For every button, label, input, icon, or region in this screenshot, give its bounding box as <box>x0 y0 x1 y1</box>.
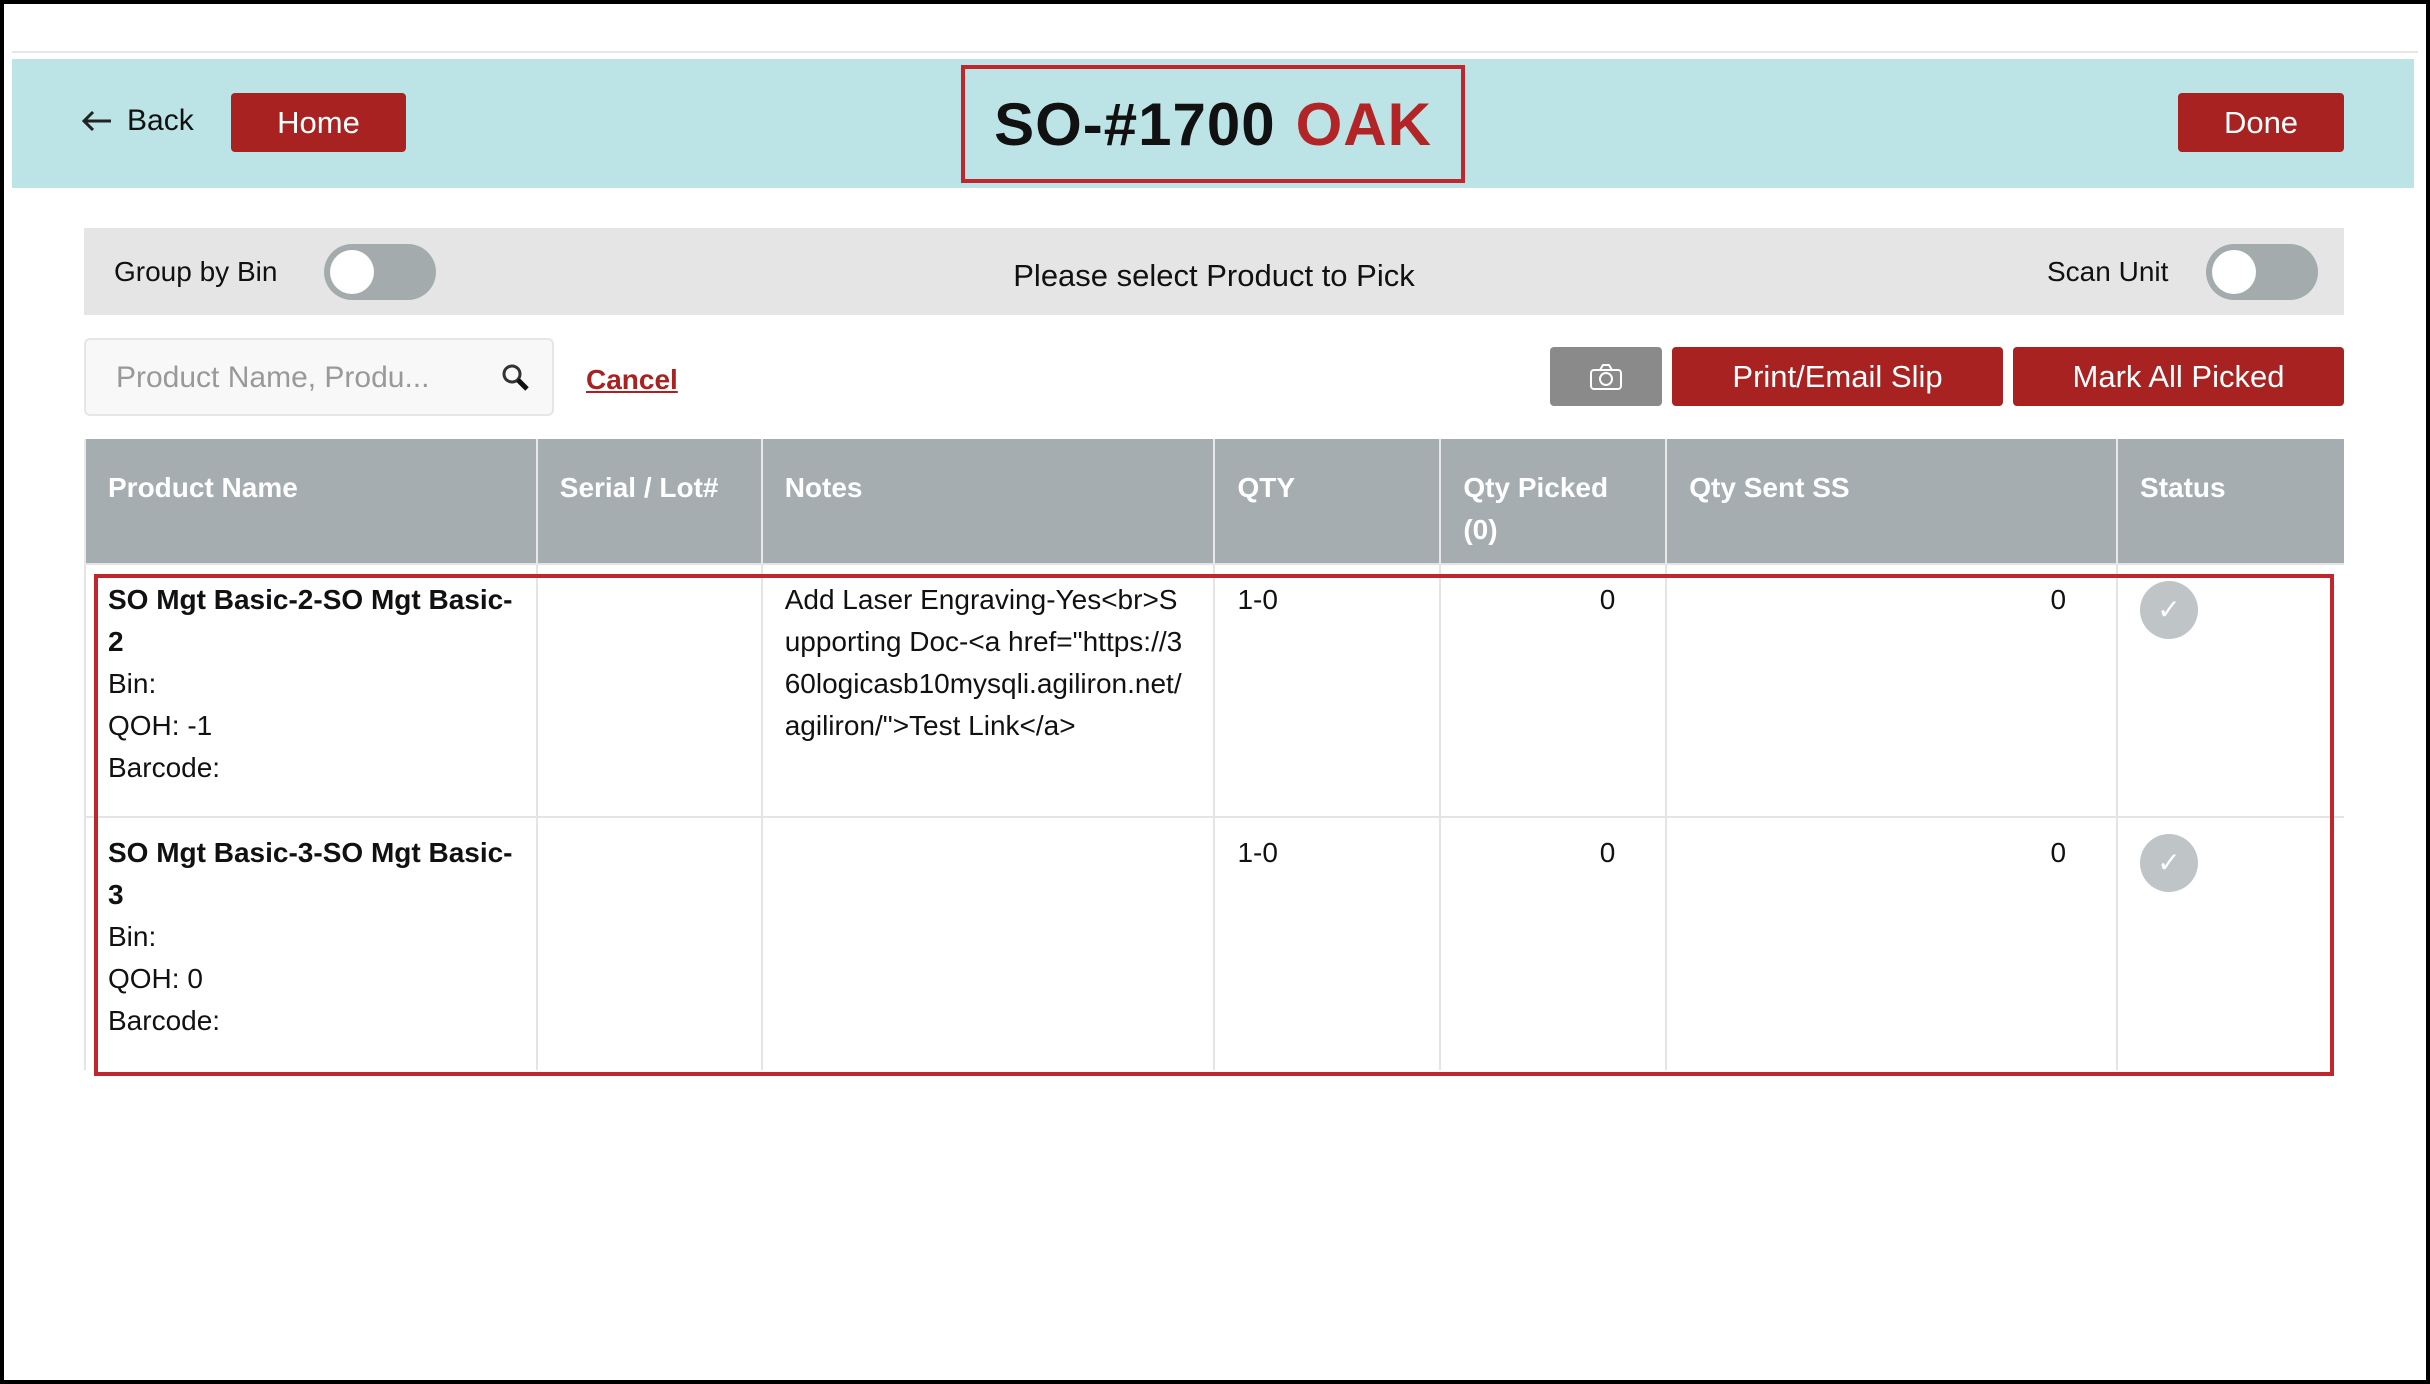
cancel-link[interactable]: Cancel <box>586 364 678 395</box>
col-qty-picked-label: Qty Picked <box>1463 472 1609 503</box>
options-bar: Group by Bin Please select Product to Pi… <box>84 228 2344 315</box>
col-product-name[interactable]: Product Name <box>84 439 537 564</box>
header-bar <box>12 59 2414 188</box>
qty-cell: 1-0 <box>1213 563 1441 817</box>
col-qty-picked-count: (0) <box>1463 514 1498 545</box>
notes-cell: Add Laser Engraving-Yes<br>Supporting Do… <box>760 563 1215 817</box>
col-notes[interactable]: Notes <box>760 439 1215 564</box>
toggle-knob <box>2212 250 2256 294</box>
location-code: OAK <box>1295 90 1432 158</box>
qty-cell: 1-0 <box>1213 816 1441 1070</box>
home-button[interactable]: Home <box>231 93 406 152</box>
serial-cell[interactable] <box>535 563 762 817</box>
status-cell: ✓ <box>2116 563 2344 817</box>
qoh: QOH: -1 <box>108 710 213 741</box>
bin: Bin: <box>108 921 157 952</box>
page: Back Home SO-#1700 OAK Done Group by Bin… <box>4 4 2426 1380</box>
instruction-text: Please select Product to Pick <box>1013 258 1415 293</box>
arrow-left-icon <box>81 110 111 132</box>
done-button[interactable]: Done <box>2178 93 2344 152</box>
search-icon <box>502 364 529 391</box>
divider <box>12 51 2418 53</box>
qty-picked-cell: 0 <box>1439 816 1667 1070</box>
product-cell: SO Mgt Basic-3-SO Mgt Basic-3 Bin: QOH: 0 B… <box>84 816 537 1070</box>
camera-button[interactable] <box>1550 347 1662 406</box>
qty-picked-cell: 0 <box>1439 563 1667 817</box>
col-qty-picked[interactable]: Qty Picked (0) <box>1439 439 1667 564</box>
bin: Bin: <box>108 668 157 699</box>
col-qty-sent-ss[interactable]: Qty Sent SS <box>1665 439 2118 564</box>
search-field[interactable] <box>84 338 554 416</box>
notes-cell <box>760 816 1215 1070</box>
col-status[interactable]: Status <box>2116 439 2344 564</box>
status-cell: ✓ <box>2116 816 2344 1070</box>
barcode: Barcode: <box>108 1005 221 1036</box>
serial-cell[interactable] <box>535 816 762 1070</box>
pick-table: Product Name Serial / Lot# Notes QTY Qty… <box>84 439 2344 1070</box>
mark-all-picked-button[interactable]: Mark All Picked <box>2013 347 2344 406</box>
product-name: SO Mgt Basic-2-SO Mgt Basic-2 <box>108 584 513 657</box>
scan-unit-label: Scan Unit <box>2047 256 2169 287</box>
back-link[interactable]: Back <box>81 104 194 138</box>
table-header-row: Product Name Serial / Lot# Notes QTY Qty… <box>84 439 2344 564</box>
page-title: SO-#1700 OAK <box>961 65 1465 183</box>
toggle-knob <box>330 250 374 294</box>
table-row[interactable]: SO Mgt Basic-3-SO Mgt Basic-3 Bin: QOH: 0 B… <box>84 816 2344 1070</box>
qty-sent-cell: 0 <box>1665 816 2118 1070</box>
group-by-bin-toggle[interactable] <box>324 244 436 300</box>
table-row[interactable]: SO Mgt Basic-2-SO Mgt Basic-2 Bin: QOH: -1… <box>84 563 2344 817</box>
search-input[interactable] <box>116 358 496 398</box>
product-cell: SO Mgt Basic-2-SO Mgt Basic-2 Bin: QOH: -1… <box>84 563 537 817</box>
qoh: QOH: 0 <box>108 963 203 994</box>
print-email-slip-button[interactable]: Print/Email Slip <box>1672 347 2003 406</box>
group-by-bin-label: Group by Bin <box>114 256 278 287</box>
scan-unit-toggle[interactable] <box>2206 244 2318 300</box>
product-name: SO Mgt Basic-3-SO Mgt Basic-3 <box>108 837 513 910</box>
col-qty[interactable]: QTY <box>1213 439 1441 564</box>
check-icon[interactable]: ✓ <box>2140 581 2199 639</box>
back-label: Back <box>127 104 194 137</box>
barcode: Barcode: <box>108 752 221 783</box>
qty-sent-cell: 0 <box>1665 563 2118 817</box>
check-icon[interactable]: ✓ <box>2140 834 2199 892</box>
order-number: SO-#1700 <box>994 90 1276 158</box>
col-serial-lot[interactable]: Serial / Lot# <box>535 439 762 564</box>
camera-icon <box>1590 363 1622 390</box>
